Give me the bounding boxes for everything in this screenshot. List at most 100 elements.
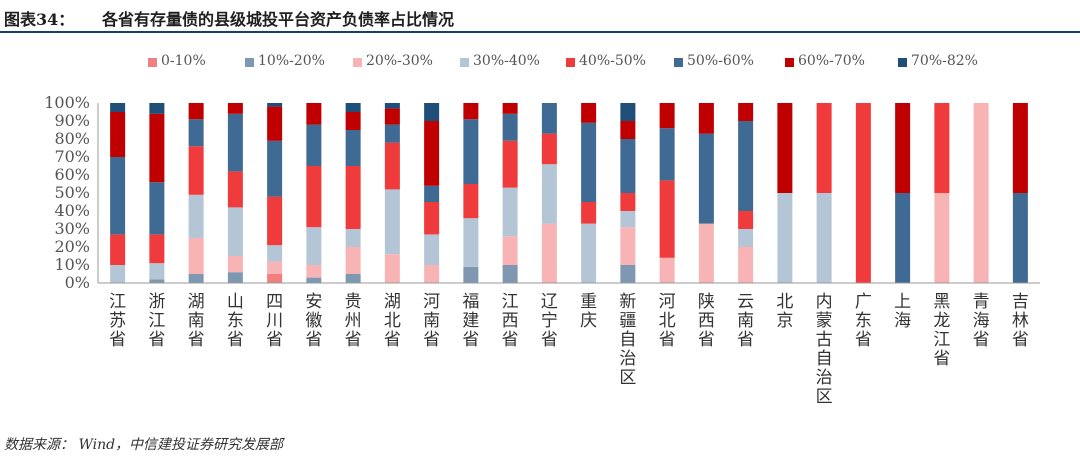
legend-swatch bbox=[460, 58, 469, 67]
bar-segment bbox=[424, 103, 440, 121]
bar-segment bbox=[306, 124, 322, 166]
bar-segment bbox=[424, 234, 440, 265]
bar-segment bbox=[581, 202, 597, 224]
bar-segment bbox=[620, 211, 636, 228]
x-category-label: 辽宁省 bbox=[541, 292, 558, 350]
chart-legend: 0-10% 10%-20% 20%-30% 30%-40% 40%-50% 50%-60%… bbox=[148, 53, 978, 73]
bar-segment bbox=[424, 121, 440, 186]
bar-segment bbox=[463, 184, 479, 219]
legend-swatch bbox=[245, 58, 254, 67]
bar-segment bbox=[738, 229, 754, 247]
bar-segment bbox=[424, 265, 440, 283]
bar-segment bbox=[267, 274, 283, 283]
x-category-label: 贵州省 bbox=[345, 292, 362, 350]
x-category-label: 重庆 bbox=[580, 292, 597, 331]
x-category-label: 湖北省 bbox=[384, 292, 401, 350]
x-category-label: 黑龙江省 bbox=[933, 292, 950, 369]
y-tick-label: 70% bbox=[54, 147, 90, 166]
bar-segment bbox=[227, 272, 243, 283]
bar-segment bbox=[384, 189, 400, 255]
y-tick-label: 0% bbox=[65, 273, 90, 292]
bar-segment bbox=[110, 112, 126, 157]
y-tick-label: 30% bbox=[54, 219, 90, 238]
bar-segment bbox=[502, 265, 518, 283]
figure-header: 图表34： 各省有存量债的县级城投平台资产负债率占比情况 bbox=[0, 0, 1080, 34]
bar-segment bbox=[463, 266, 479, 283]
y-tick-label: 50% bbox=[54, 183, 90, 202]
x-category-label: 山东省 bbox=[227, 292, 244, 350]
bar-segment bbox=[502, 103, 518, 114]
bar-segment bbox=[541, 223, 557, 283]
bar-segment bbox=[227, 256, 243, 273]
bar-segment bbox=[581, 122, 597, 202]
bar-segment bbox=[345, 166, 361, 229]
x-category-label: 新疆自治区 bbox=[619, 292, 636, 388]
bar-segment bbox=[502, 187, 518, 237]
figure-label: 图表34： bbox=[4, 10, 75, 29]
bar-segment bbox=[502, 113, 518, 141]
bar-segment bbox=[816, 193, 832, 283]
bar-segment bbox=[267, 245, 283, 262]
x-category-label: 上海 bbox=[894, 292, 911, 331]
bar-segment bbox=[659, 257, 675, 283]
bar-segment bbox=[895, 193, 911, 283]
bar-segment bbox=[620, 139, 636, 193]
bar-segment bbox=[267, 103, 283, 107]
bar-segment bbox=[1012, 193, 1028, 283]
bar-segment bbox=[306, 166, 322, 228]
bar-segment bbox=[502, 236, 518, 265]
bar-segment bbox=[581, 103, 597, 123]
bar-segment bbox=[620, 227, 636, 265]
legend-swatch bbox=[353, 58, 362, 67]
legend-label: 30%-40% bbox=[473, 53, 540, 69]
x-category-label: 河北省 bbox=[659, 292, 676, 350]
legend-swatch bbox=[566, 58, 575, 67]
bar-segment bbox=[1012, 103, 1028, 193]
bar-segment bbox=[345, 274, 361, 283]
bar-segment bbox=[110, 234, 126, 265]
bar-segment bbox=[541, 164, 557, 224]
x-category-label: 福建省 bbox=[462, 292, 479, 350]
bar-segment bbox=[188, 194, 204, 238]
bar-segment bbox=[777, 103, 793, 193]
x-category-label: 江西省 bbox=[502, 292, 519, 350]
bar-segment bbox=[698, 223, 714, 283]
legend-swatch bbox=[148, 58, 157, 67]
bar-segment bbox=[149, 113, 165, 183]
bar-segment bbox=[620, 103, 636, 121]
bar-segment bbox=[188, 103, 204, 120]
bar-segment bbox=[188, 119, 204, 147]
x-category-label: 湖南省 bbox=[188, 292, 205, 350]
bar-segment bbox=[541, 133, 557, 165]
x-category-label: 浙江省 bbox=[148, 292, 165, 350]
legend-label: 60%-70% bbox=[798, 53, 865, 69]
bar-segment bbox=[149, 234, 165, 264]
y-tick-label: 60% bbox=[54, 165, 90, 184]
bar-segment bbox=[306, 227, 322, 265]
bar-segment bbox=[855, 103, 871, 283]
x-category-label: 吉林省 bbox=[1012, 292, 1029, 350]
bar-segment bbox=[738, 211, 754, 229]
bar-segment bbox=[698, 103, 714, 134]
legend-label: 40%-50% bbox=[579, 53, 646, 69]
bar-segment bbox=[306, 277, 322, 283]
bar-segment bbox=[424, 185, 440, 202]
bar-segment bbox=[267, 140, 283, 197]
bar-segment bbox=[267, 196, 283, 246]
bar-segment bbox=[659, 103, 675, 129]
bar-segment bbox=[384, 103, 400, 109]
bar-segment bbox=[541, 103, 557, 134]
bar-segment bbox=[620, 265, 636, 283]
bar-segment bbox=[738, 103, 754, 121]
bar-segment bbox=[463, 119, 479, 184]
y-tick-label: 20% bbox=[54, 237, 90, 256]
y-tick-label: 10% bbox=[54, 255, 90, 274]
x-category-label: 江苏省 bbox=[109, 292, 126, 350]
bar-segment bbox=[227, 171, 243, 208]
bar-segment bbox=[345, 130, 361, 166]
bar-segment bbox=[895, 103, 911, 193]
legend-label: 20%-30% bbox=[366, 53, 433, 69]
bar-segment bbox=[659, 128, 675, 181]
y-tick-label: 40% bbox=[54, 201, 90, 220]
bar-segment bbox=[110, 157, 126, 235]
